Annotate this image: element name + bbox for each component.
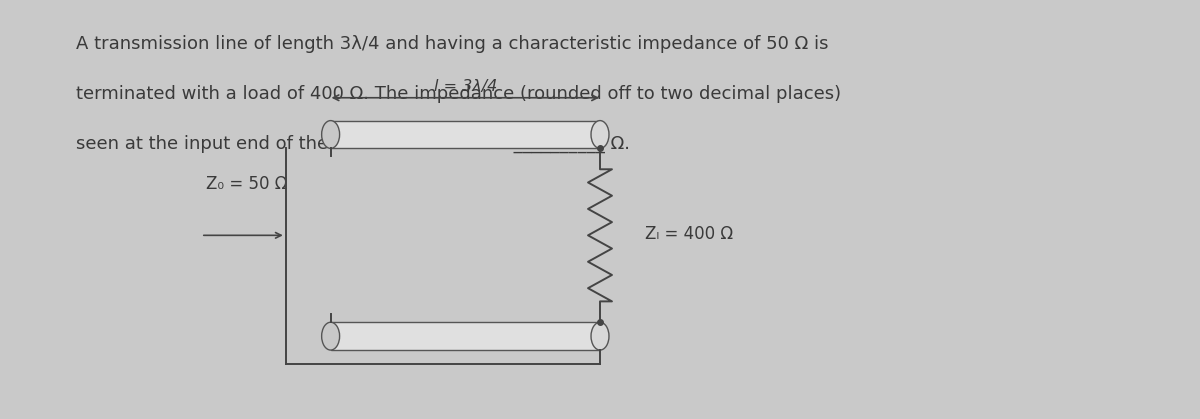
Ellipse shape (592, 322, 608, 350)
Text: l = 3λ/4: l = 3λ/4 (433, 79, 497, 94)
Ellipse shape (322, 322, 340, 350)
Text: Z₀ = 50 Ω: Z₀ = 50 Ω (206, 175, 288, 193)
Bar (331, 322, 600, 350)
Bar (331, 121, 600, 148)
Text: terminated with a load of 400 Ω. The impedance (rounded off to two decimal place: terminated with a load of 400 Ω. The imp… (77, 85, 841, 103)
Text: Zₗ = 400 Ω: Zₗ = 400 Ω (644, 225, 733, 243)
Text: A transmission line of length 3λ/4 and having a characteristic impedance of 50 Ω: A transmission line of length 3λ/4 and h… (77, 35, 829, 53)
Ellipse shape (592, 121, 608, 148)
Ellipse shape (322, 121, 340, 148)
Text: seen at the input end of the transmission line is __________ Ω.: seen at the input end of the transmissio… (77, 134, 630, 153)
